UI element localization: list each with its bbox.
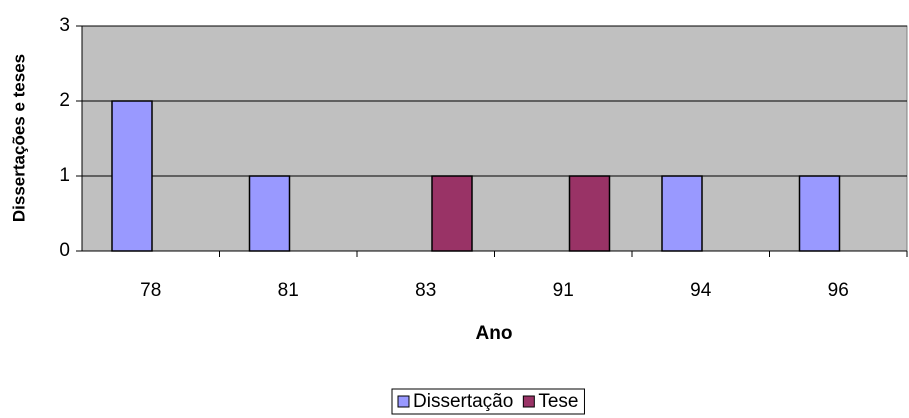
legend-swatch <box>397 395 410 408</box>
x-tick-label: 78 <box>140 280 161 301</box>
x-tick-label: 81 <box>278 280 299 301</box>
y-tick-label: 3 <box>59 15 70 36</box>
legend-swatch <box>522 395 535 408</box>
y-tick-label: 2 <box>59 90 70 111</box>
bar <box>111 100 153 252</box>
x-tick-label: 94 <box>690 280 712 301</box>
bar <box>661 175 703 252</box>
y-axis-label: Dissertações e teses <box>9 54 28 222</box>
plot-area <box>81 25 908 252</box>
bar <box>431 175 473 252</box>
x-tick-label: 91 <box>553 280 574 301</box>
y-tick-label: 0 <box>59 240 70 261</box>
y-tick-label: 1 <box>59 165 70 186</box>
legend-label: Tese <box>538 391 578 412</box>
x-tick-label: 96 <box>828 280 849 301</box>
bar <box>798 175 841 252</box>
x-axis-label: Ano <box>476 323 513 344</box>
legend-label: Dissertação <box>413 391 513 412</box>
bar <box>568 175 611 252</box>
bar <box>248 175 291 252</box>
legend-box <box>391 388 585 415</box>
legend: Dissertação Tese <box>391 388 585 415</box>
x-tick-label: 83 <box>415 280 436 301</box>
